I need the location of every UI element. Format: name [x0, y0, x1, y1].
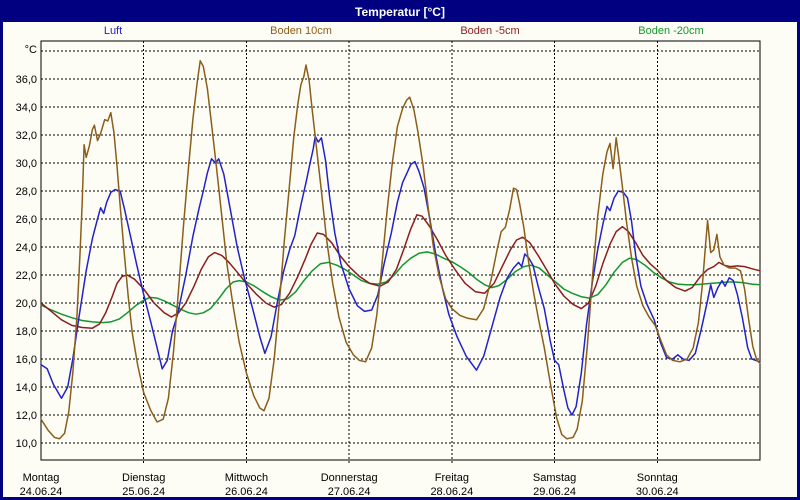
window-title: Temperatur [°C] — [355, 5, 445, 19]
y-tick-label: 24,0 — [16, 242, 37, 254]
y-tick-label: 26,0 — [16, 214, 37, 226]
day-name-label: Freitag — [435, 472, 469, 484]
legend-item-luft: Luft — [103, 25, 123, 37]
day-date-label: 25.06.24 — [122, 486, 165, 497]
day-date-label: 26.06.24 — [225, 486, 268, 497]
plot-frame — [40, 40, 761, 461]
y-tick-label: 22,0 — [16, 270, 37, 282]
day-date-label: 24.06.24 — [20, 486, 63, 497]
series-luft — [40, 135, 761, 416]
day-date-label: 29.06.24 — [533, 486, 576, 497]
day-date-label: 27.06.24 — [328, 486, 371, 497]
y-tick-label: 36,0 — [16, 74, 37, 86]
y-tick-label: 34,0 — [16, 102, 37, 114]
title-bar: Temperatur [°C] — [3, 3, 797, 22]
legend-item-boden-minus20cm: Boden -20cm — [638, 25, 704, 37]
day-name-label: Dienstag — [122, 472, 165, 484]
y-tick-label: 30,0 — [16, 158, 37, 170]
legend-item-boden-minus5cm: Boden -5cm — [460, 25, 520, 37]
y-tick-label: 20,0 — [16, 298, 37, 310]
day-date-label: 30.06.24 — [636, 486, 679, 497]
y-tick-label: 28,0 — [16, 186, 37, 198]
y-tick-label: 18,0 — [16, 326, 37, 338]
series-boden-20cm — [40, 251, 761, 324]
temperature-chart: 36,0 34,0 32,0 30,0 28,0 26,0 24,0 22,0 20,0 18,0… — [16, 40, 761, 497]
day-name-label: Montag — [23, 472, 60, 484]
y-tick-label: 12,0 — [16, 410, 37, 422]
day-name-label: Donnerstag — [321, 472, 378, 484]
y-tick-label: 32,0 — [16, 130, 37, 142]
legend: Luft Boden 10cm Boden -5cm Boden -20cm — [3, 22, 797, 40]
y-tick-label: 16,0 — [16, 354, 37, 366]
day-date-label: 28.06.24 — [430, 486, 473, 497]
series-boden-10cm — [40, 60, 761, 440]
day-name-label: Mittwoch — [225, 472, 268, 484]
day-name-label: Samstag — [533, 472, 576, 484]
series-boden-5cm — [40, 214, 761, 329]
y-tick-label: 14,0 — [16, 382, 37, 394]
y-tick-label: 10,0 — [16, 438, 37, 450]
legend-item-boden-10cm: Boden 10cm — [270, 25, 332, 37]
y-axis-unit-label: °C — [25, 44, 37, 56]
day-name-label: Sonntag — [637, 472, 678, 484]
